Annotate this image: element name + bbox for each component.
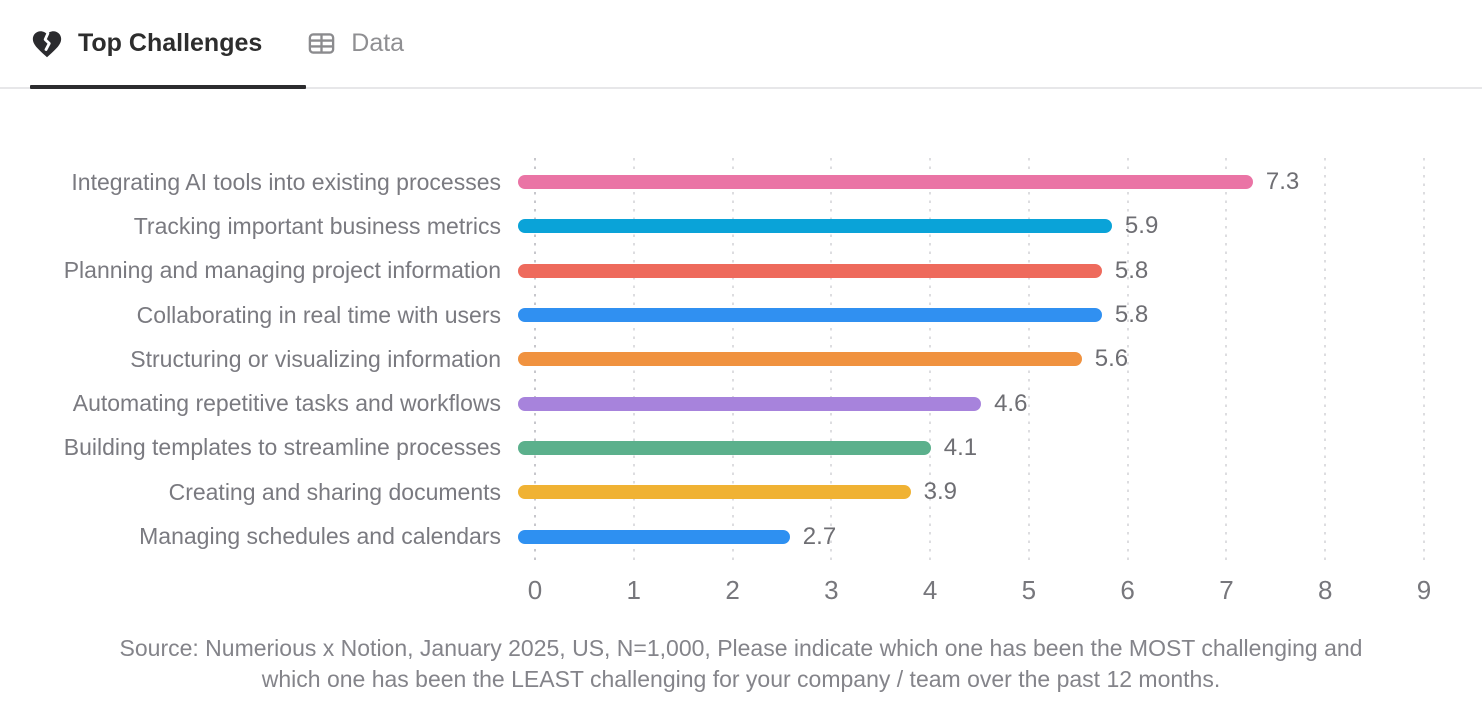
value-label: 5.6: [1094, 345, 1129, 373]
source-note: Source: Numerious x Notion, January 2025…: [0, 633, 1482, 695]
bar-track: 2.7: [518, 514, 1424, 558]
table-icon: [308, 33, 335, 54]
bar: [518, 219, 1112, 234]
x-tick-label: 9: [1416, 574, 1432, 605]
bar-track: 5.6: [518, 337, 1424, 381]
bar-track: 5.8: [518, 249, 1424, 293]
x-tick-label: 6: [1120, 574, 1135, 605]
x-tick-label: 3: [824, 574, 839, 605]
bar: [518, 352, 1082, 367]
bar: [518, 440, 931, 455]
value-label: 5.9: [1124, 212, 1159, 240]
tab-bar: Top Challenges Data: [0, 0, 1482, 89]
category-label: Automating repetitive tasks and workflow…: [72, 390, 501, 417]
gridline: [1225, 158, 1228, 563]
x-tick-label: 7: [1219, 574, 1234, 605]
chart-row: Collaborating in real time with users 5.…: [0, 293, 1482, 337]
active-tab-underline: [30, 85, 306, 89]
tab-top-challenges[interactable]: Top Challenges: [30, 0, 262, 87]
x-tick-label: 0: [527, 574, 543, 605]
category-label: Managing schedules and calendars: [139, 523, 501, 550]
bar-track: 7.3: [518, 160, 1424, 204]
source-line-2: which one has been the LEAST challenging…: [261, 665, 1221, 692]
chart-row: Planning and managing project informatio…: [0, 249, 1482, 293]
source-line-1: Source: Numerious x Notion, January 2025…: [119, 634, 1363, 661]
category-label: Collaborating in real time with users: [136, 301, 501, 328]
gridline: [1126, 158, 1129, 563]
bar: [518, 485, 911, 500]
value-label: 7.3: [1265, 168, 1300, 196]
gridline: [1324, 158, 1327, 563]
x-tick-label: 5: [1021, 574, 1037, 605]
bar-track: 4.6: [518, 381, 1424, 425]
tab-data[interactable]: Data: [306, 0, 404, 87]
bar-track: 5.8: [518, 293, 1424, 337]
x-tick-label: 4: [922, 574, 938, 605]
category-label: Creating and sharing documents: [168, 478, 501, 505]
value-label: 5.8: [1114, 256, 1149, 284]
chart-row: Integrating AI tools into existing proce…: [0, 160, 1482, 204]
x-tick-label: 8: [1317, 574, 1333, 605]
chart-row: Managing schedules and calendars 2.7: [0, 514, 1482, 558]
bar: [518, 396, 982, 411]
value-label: 4.1: [943, 433, 978, 461]
value-label: 5.8: [1114, 301, 1149, 329]
x-axis: 0 1 2 3 4 5 6 7 8 9: [528, 559, 1431, 611]
tab-top-challenges-label: Top Challenges: [78, 29, 263, 57]
bar: [518, 263, 1102, 278]
value-label: 4.6: [994, 389, 1028, 417]
value-label: 2.7: [802, 522, 837, 550]
tab-data-label: Data: [351, 29, 405, 57]
value-label: 3.9: [923, 478, 957, 506]
bar: [518, 529, 790, 544]
category-label: Planning and managing project informatio…: [63, 257, 501, 284]
bar: [518, 308, 1102, 323]
x-tick-label: 2: [725, 574, 740, 605]
chart-rows: Integrating AI tools into existing proce…: [0, 158, 1482, 563]
chart-row: Structuring or visualizing information 5…: [0, 337, 1482, 381]
gridline: [1423, 158, 1425, 563]
broken-heart-icon: [32, 30, 62, 57]
bar-track: 4.1: [518, 426, 1424, 470]
category-label: Integrating AI tools into existing proce…: [71, 168, 501, 195]
x-tick-label: 1: [626, 574, 641, 605]
bar: [518, 175, 1253, 190]
bar-track: 3.9: [518, 470, 1424, 514]
chart-row: Tracking important business metrics 5.9: [0, 204, 1482, 248]
chart-row: Building templates to streamline process…: [0, 426, 1482, 470]
bar-track: 5.9: [518, 204, 1424, 248]
chart-row: Automating repetitive tasks and workflow…: [0, 381, 1482, 425]
category-label: Tracking important business metrics: [133, 212, 501, 239]
category-label: Structuring or visualizing information: [130, 345, 501, 372]
category-label: Building templates to streamline process…: [63, 434, 501, 461]
bar-chart: Integrating AI tools into existing proce…: [0, 158, 1482, 695]
chart-row: Creating and sharing documents 3.9: [0, 470, 1482, 514]
